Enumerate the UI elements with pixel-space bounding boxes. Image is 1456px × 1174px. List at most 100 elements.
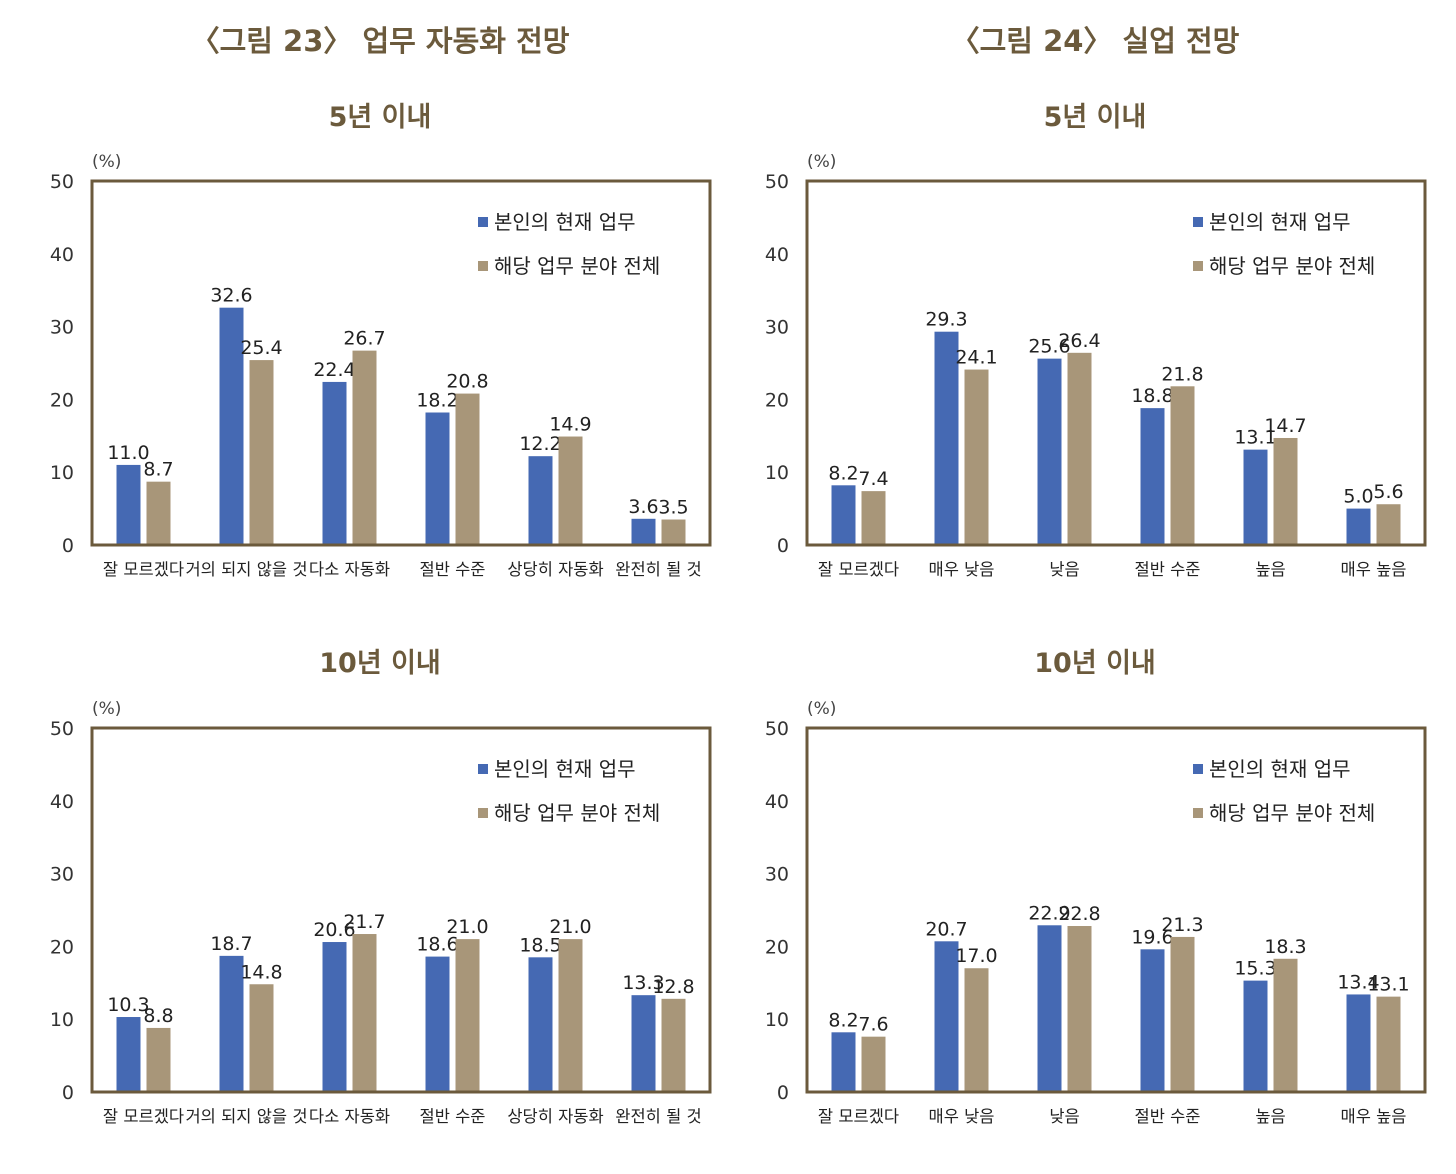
data-label: 8.7 [143,459,173,481]
data-label: 22.4 [313,359,355,381]
bar-series-1 [831,1032,856,1092]
bar-series-2 [1273,958,1298,1092]
legend-label-series-2: 해당 업무 분야 전체 [494,801,660,825]
data-label: 24.1 [955,347,997,369]
legend-swatch-series-2 [1193,261,1203,271]
bar-series-1 [631,518,656,545]
x-category-label: 완전히 될 것 [615,1107,701,1126]
bar-series-1 [1037,358,1062,545]
data-label: 21.7 [343,911,385,933]
y-tick-label: 0 [777,1082,789,1104]
data-label: 12.2 [519,433,561,455]
bar-series-2 [352,350,377,545]
y-tick-label: 50 [50,718,74,740]
bar-chart-fig23-10y: (%) 0 10 20 30 40 50 10.38.8 잘 모르겠다 18.7 14.8 거의 되지… [50,699,712,1126]
y-tick-label: 40 [50,791,74,813]
bar-series-2 [146,481,171,545]
data-label: 20.7 [925,918,967,940]
x-category-label: 상당히 자동화 [507,560,603,579]
y-axis-unit-label: (%) [92,699,121,719]
y-tick-label: 20 [765,389,789,411]
chart-title-fig24-5y: 5년 이내 [1043,102,1147,133]
data-label: 20.8 [446,371,488,393]
data-label: 32.6 [210,285,252,307]
bar-series-2 [1170,386,1195,545]
y-tick-label: 30 [50,317,74,339]
data-label: 5.6 [1373,481,1403,503]
data-label: 20.6 [313,919,355,941]
legend-swatch-series-1 [1193,764,1203,774]
y-tick-label: 50 [765,171,789,193]
y-tick-label: 0 [62,535,74,557]
legend-swatch-series-1 [478,217,488,227]
chart-title-fig23-10y: 10년 이내 [319,648,441,679]
data-label: 17.0 [955,945,997,967]
data-label: 25.4 [240,337,282,359]
bar-series-1 [322,381,347,545]
bar-series-2 [1170,936,1195,1092]
legend-swatch-series-2 [478,261,488,271]
chart-title-fig24-10y: 10년 이내 [1034,648,1156,679]
bar-series-1 [934,941,959,1092]
x-category-label: 거의 되지 않을 것 [186,560,308,579]
data-label: 13.4 [1337,971,1379,993]
data-label: 26.7 [343,328,385,350]
bar-series-1 [219,307,244,545]
x-category-label: 높음 [1255,1107,1285,1126]
bar-series-1 [322,942,347,1092]
data-label: 3.5 [658,497,688,519]
y-tick-label: 50 [765,718,789,740]
legend-swatch-series-1 [478,764,488,774]
figure-24-title: 〈그림 24〉 실업 전망 [950,24,1240,58]
data-label: 18.3 [1264,936,1306,958]
bar-series-2 [861,491,886,545]
y-tick-label: 30 [50,864,74,886]
plot-frame [805,726,1427,1094]
y-axis-unit-label: (%) [92,152,121,172]
bar-series-1 [528,957,553,1092]
legend-label-series-2: 해당 업무 분야 전체 [1209,254,1375,278]
data-label: 21.0 [549,916,591,938]
y-tick-label: 10 [765,462,789,484]
bar-series-2 [1067,352,1092,545]
data-label: 14.7 [1264,415,1306,437]
bar-chart-fig24-5y: (%) 0 10 20 30 40 50 8.2 7.4 잘 모르겠다 29.3 24.1 매우 낮음 2… [765,152,1427,579]
x-category-label: 상당히 자동화 [507,1107,603,1126]
bar-series-2 [558,436,583,545]
x-category-label: 다소 자동화 [309,560,390,579]
x-category-label: 매우 높음 [1341,1107,1407,1126]
data-label: 10.3 [107,994,149,1016]
legend-label-series-1: 본인의 현재 업무 [1209,210,1351,234]
bar-series-1 [1140,408,1165,545]
data-label: 18.6 [416,934,458,956]
y-axis-unit-label: (%) [807,699,836,719]
data-label: 18.5 [519,934,561,956]
data-label: 18.2 [416,390,458,412]
data-label: 26.4 [1058,330,1100,352]
legend-swatch-series-2 [478,808,488,818]
bar-chart-fig23-5y: (%) 0 10 20 30 40 50 11.08.7 잘 모르겠다 32.6 25.4 거의 되지… [50,152,712,579]
y-tick-label: 10 [50,462,74,484]
data-label: 13.3 [622,972,664,994]
bar-series-2 [964,968,989,1092]
bar-series-2 [455,393,480,545]
y-tick-label: 10 [765,1009,789,1031]
data-label: 22.9 [1028,902,1070,924]
data-label: 18.8 [1131,385,1173,407]
bar-series-2 [146,1027,171,1092]
bar-series-1 [1243,449,1268,545]
y-tick-label: 40 [50,244,74,266]
y-tick-label: 20 [50,936,74,958]
data-label: 21.8 [1161,363,1203,385]
data-label: 7.4 [858,468,888,490]
bar-series-1 [1243,980,1268,1092]
legend-label-series-2: 해당 업무 분야 전체 [1209,801,1375,825]
data-label: 22.8 [1058,903,1100,925]
data-label: 8.8 [143,1005,173,1027]
x-category-label: 잘 모르겠다 [818,560,899,579]
legend-label-series-2: 해당 업무 분야 전체 [494,254,660,278]
data-label: 11.0 [107,442,149,464]
bar-series-2 [352,934,377,1092]
x-category-label: 매우 낮음 [929,1107,995,1126]
bar-series-2 [1376,504,1401,545]
